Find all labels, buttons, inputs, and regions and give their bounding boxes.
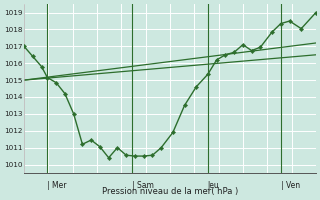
Text: Jeu: Jeu <box>208 181 220 190</box>
Text: | Mer: | Mer <box>47 181 67 190</box>
Text: | Sam: | Sam <box>132 181 154 190</box>
Text: | Ven: | Ven <box>281 181 300 190</box>
X-axis label: Pression niveau de la mer( hPa ): Pression niveau de la mer( hPa ) <box>102 187 238 196</box>
